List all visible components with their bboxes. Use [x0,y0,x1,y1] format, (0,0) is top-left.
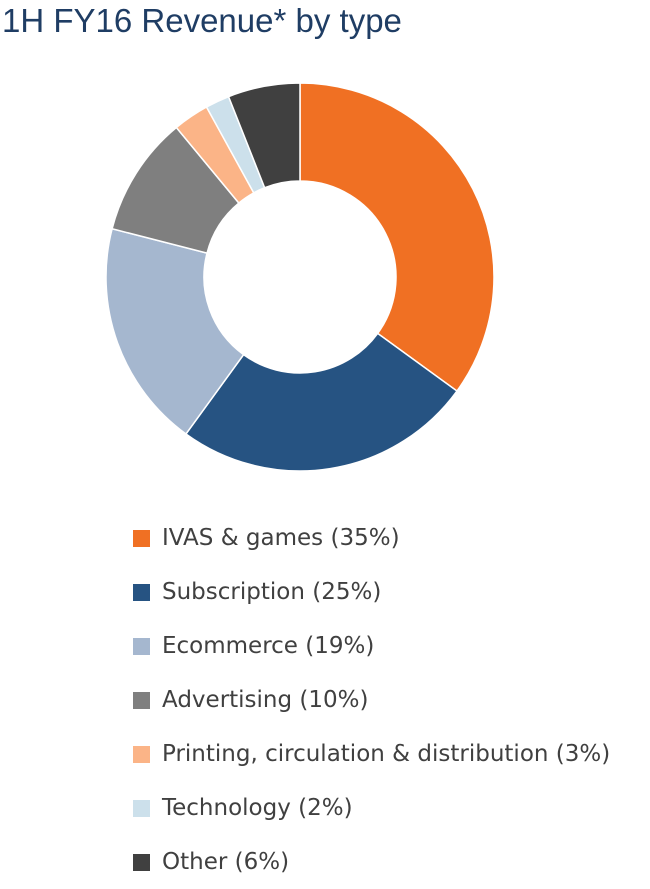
legend-item: Ecommerce (19%) [133,619,610,673]
legend-label: Other (6%) [162,849,290,875]
chart-legend: IVAS & games (35%) Subscription (25%) Ecom… [133,511,610,889]
legend-swatch [133,637,150,655]
slice-subscription [184,332,458,472]
legend-swatch [133,691,150,709]
legend-swatch [133,583,150,601]
legend-swatch [133,745,150,763]
legend-item: Technology (2%) [133,781,610,835]
legend-label: IVAS & games (35%) [162,525,400,551]
legend-swatch [133,799,150,817]
legend-item: Advertising (10%) [133,673,610,727]
legend-label: Printing, circulation & distribution (3%… [162,741,611,767]
legend-label: Subscription (25%) [162,579,382,605]
legend-label: Advertising (10%) [162,687,369,713]
legend-swatch [133,853,150,871]
chart-title: 1H FY16 Revenue* by type [2,2,402,39]
legend-swatch [133,529,150,547]
legend-item: Printing, circulation & distribution (3%… [133,727,610,781]
slice-other [227,82,301,189]
donut-chart [105,82,495,472]
legend-item: Other (6%) [133,835,610,889]
legend-item: Subscription (25%) [133,565,610,619]
slice-ecommerce [105,227,245,435]
legend-label: Ecommerce (19%) [162,633,375,659]
legend-label: Technology (2%) [162,795,353,821]
donut-slices [105,82,495,472]
slice-ivas-games [299,82,495,393]
legend-item: IVAS & games (35%) [133,511,610,565]
